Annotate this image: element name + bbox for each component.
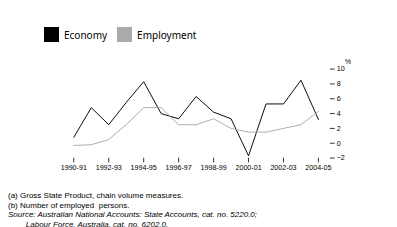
svg-text:10: 10	[337, 65, 345, 73]
html-text:(b) Number of employed persons: (b) Number of employed persons.	[8, 200, 130, 210]
svg-text:0: 0	[337, 140, 341, 148]
svg-text:−2: −2	[337, 154, 345, 162]
svg-text:1994-95: 1994-95	[131, 164, 157, 172]
html-text:(a) Gross State Product, chain: (a) Gross State Product, chain volume me…	[8, 191, 184, 201]
svg-text:4: 4	[337, 110, 341, 118]
svg-text:2002-03: 2002-03	[270, 164, 296, 172]
html-text:Economy: Economy	[64, 27, 108, 42]
svg-text:1992-93: 1992-93	[96, 164, 122, 172]
svg-text:1990-91: 1990-91	[61, 164, 87, 172]
svg-text:1996-97: 1996-97	[166, 164, 192, 172]
svg-text:%: %	[345, 58, 352, 66]
svg-text:2004-05: 2004-05	[305, 164, 331, 172]
html-text:Employment: Employment	[137, 27, 197, 42]
svg-text:2000-01: 2000-01	[235, 164, 261, 172]
html-text:Source: Australian National Ac: Source: Australian National Accounts: St…	[8, 210, 257, 220]
svg-text:1998-99: 1998-99	[201, 164, 227, 172]
svg-text:8: 8	[337, 80, 341, 88]
svg-text:6: 6	[337, 95, 341, 103]
svg-text:2: 2	[337, 125, 341, 133]
